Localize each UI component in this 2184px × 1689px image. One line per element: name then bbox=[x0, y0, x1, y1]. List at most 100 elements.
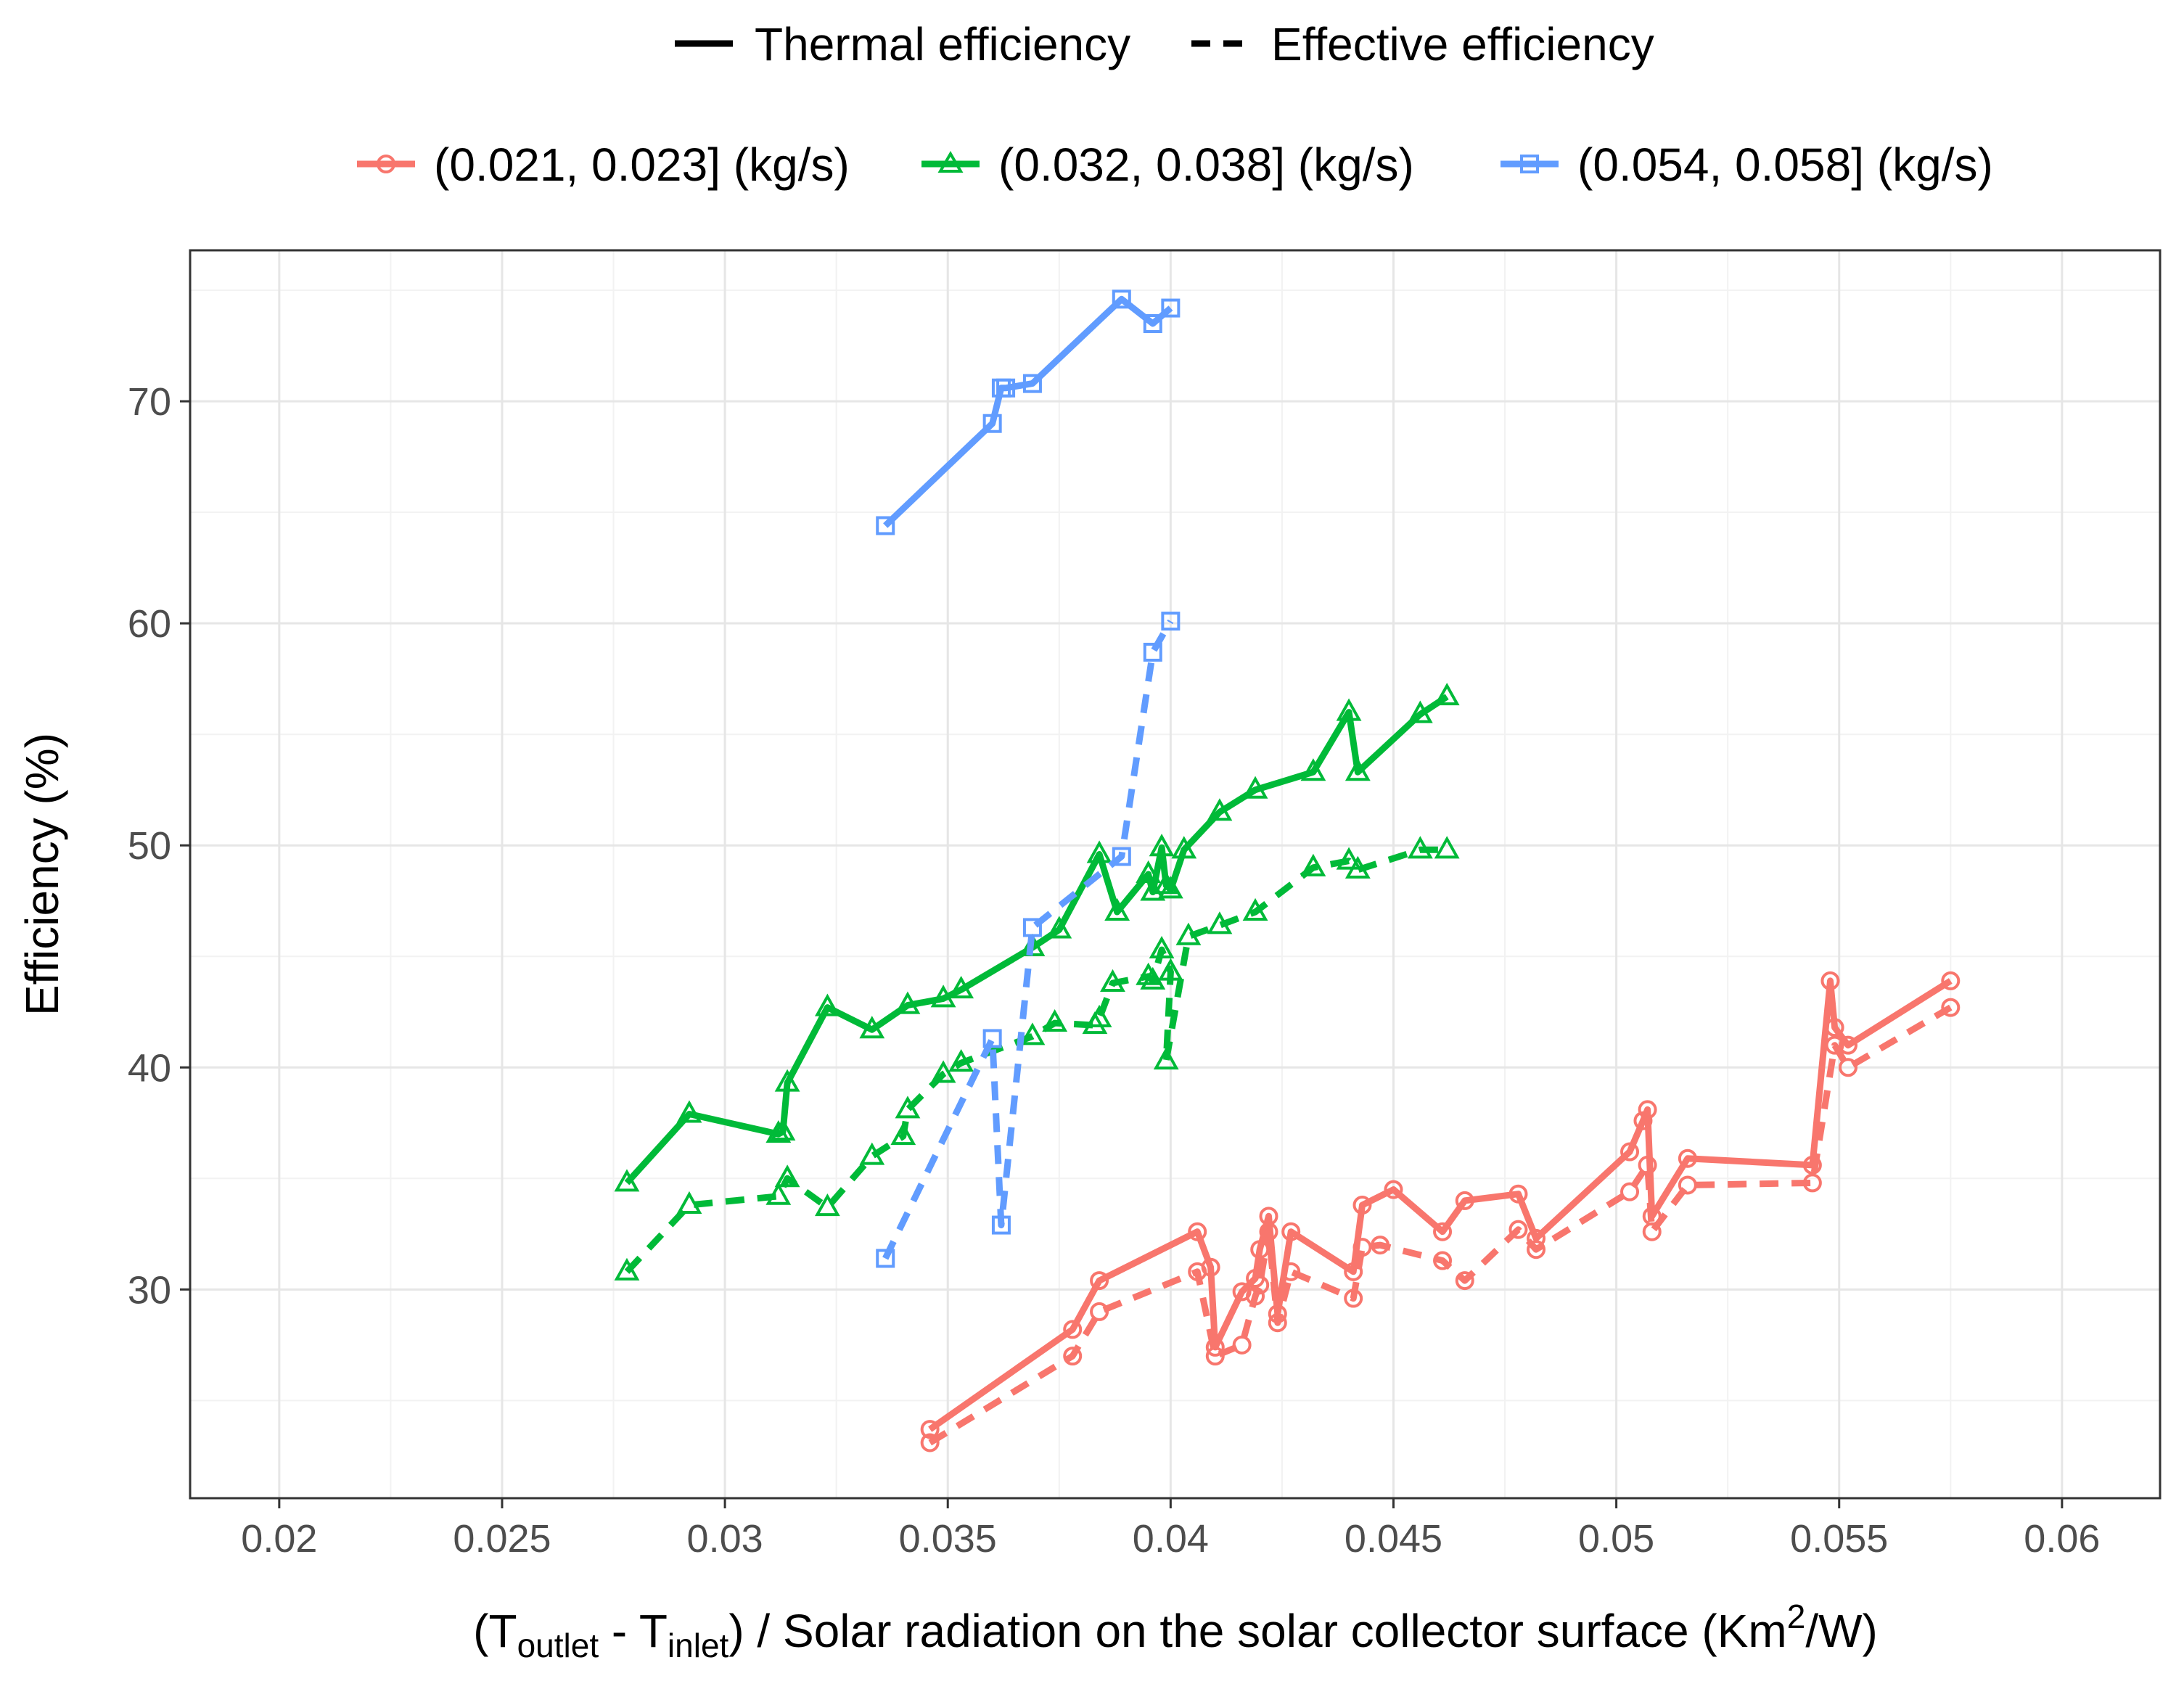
x-tick-label: 0.05 bbox=[1578, 1517, 1654, 1561]
data-point bbox=[1149, 834, 1175, 857]
series-2 bbox=[614, 683, 1460, 1192]
data-point bbox=[814, 993, 840, 1016]
data-point bbox=[765, 1119, 792, 1143]
data-point bbox=[1508, 1220, 1528, 1239]
data-point bbox=[1352, 1238, 1372, 1257]
data-point bbox=[1086, 1004, 1112, 1027]
data-point bbox=[876, 1249, 895, 1268]
data-point bbox=[1188, 1262, 1207, 1281]
data-point bbox=[1046, 916, 1072, 939]
data-point bbox=[1839, 1058, 1858, 1077]
legend-marker-circle bbox=[377, 155, 395, 173]
y-tick-label: 40 bbox=[128, 1046, 171, 1090]
data-point bbox=[1527, 1240, 1546, 1259]
legend-item-mid-flow: (0.032, 0.038] (kg/s) bbox=[921, 139, 1414, 191]
data-point bbox=[1157, 876, 1183, 899]
data-point bbox=[1104, 897, 1130, 921]
data-point bbox=[1246, 1286, 1265, 1306]
x-tick-label: 0.03 bbox=[687, 1517, 763, 1561]
data-point bbox=[1433, 1222, 1453, 1241]
series-4 bbox=[876, 289, 1181, 535]
data-point bbox=[1281, 1222, 1301, 1241]
data-point bbox=[1161, 298, 1181, 318]
data-point bbox=[1063, 1347, 1083, 1366]
y-tick-label: 50 bbox=[128, 824, 171, 868]
x-title-prefix: (T bbox=[473, 1605, 517, 1657]
data-point bbox=[895, 991, 921, 1014]
data-point bbox=[1157, 958, 1183, 981]
series-line bbox=[883, 295, 1173, 528]
axis-ticks: 0.02 0.025 0.03 0.035 0.04 0.045 0.05 0.055 0.06… bbox=[128, 380, 2100, 1561]
data-point bbox=[1022, 374, 1042, 393]
data-point bbox=[1508, 1184, 1528, 1204]
data-point bbox=[1207, 798, 1233, 821]
data-point bbox=[1042, 1008, 1068, 1032]
data-point bbox=[814, 1193, 840, 1217]
data-point bbox=[676, 1100, 702, 1123]
data-point bbox=[1455, 1271, 1474, 1291]
data-point bbox=[1250, 1275, 1270, 1295]
data-point bbox=[1941, 998, 1961, 1017]
data-point bbox=[1149, 935, 1175, 959]
data-point bbox=[948, 976, 974, 999]
data-point bbox=[1352, 1196, 1372, 1215]
legend-marker-triangle bbox=[937, 151, 964, 173]
data-point bbox=[1336, 847, 1362, 870]
data-point bbox=[1825, 1035, 1844, 1055]
data-point bbox=[1281, 1262, 1301, 1281]
legend-label-high-flow: (0.054, 0.058] (kg/s) bbox=[1577, 139, 1993, 191]
x-title-mid: - T bbox=[599, 1605, 668, 1657]
legend-label-mid-flow: (0.032, 0.038] (kg/s) bbox=[998, 139, 1414, 191]
data-point bbox=[1638, 1155, 1657, 1175]
data-point bbox=[991, 1215, 1011, 1235]
data-point bbox=[1207, 911, 1233, 934]
legend-groups: (0.021, 0.023] (kg/s) (0.032, 0.038] (kg… bbox=[357, 139, 1993, 191]
data-point bbox=[614, 1257, 640, 1281]
data-point bbox=[765, 1182, 792, 1205]
legend-label-thermal: Thermal efficiency bbox=[755, 18, 1130, 70]
data-point bbox=[1232, 1335, 1252, 1355]
data-point bbox=[1802, 1155, 1822, 1175]
y-axis-title: Efficiency (%) bbox=[16, 733, 68, 1016]
legend-linetype: Thermal efficiency Effective efficiency bbox=[675, 18, 1654, 70]
data-point bbox=[1205, 1347, 1225, 1366]
x-title-suffix: /W) bbox=[1805, 1605, 1878, 1657]
data-point bbox=[1820, 971, 1840, 990]
series-line bbox=[928, 1004, 1953, 1446]
data-point bbox=[1371, 1236, 1390, 1255]
data-point bbox=[1143, 313, 1162, 333]
data-point bbox=[1802, 1173, 1822, 1193]
data-point bbox=[1100, 969, 1125, 992]
data-point bbox=[920, 1420, 940, 1439]
x-title-sup: 2 bbox=[1787, 1598, 1806, 1635]
data-point bbox=[1242, 776, 1268, 799]
data-point bbox=[930, 985, 956, 1008]
series-line bbox=[928, 977, 1953, 1432]
series-line bbox=[624, 846, 1448, 1274]
data-point bbox=[1407, 700, 1433, 723]
data-point bbox=[1642, 1222, 1662, 1241]
legend-label-effective: Effective efficiency bbox=[1271, 18, 1654, 70]
legend-item-high-flow: (0.054, 0.058] (kg/s) bbox=[1501, 139, 1993, 191]
data-point bbox=[920, 1433, 940, 1452]
series-layer bbox=[614, 289, 1961, 1452]
data-point bbox=[1300, 758, 1326, 781]
data-point bbox=[1344, 1289, 1363, 1308]
data-point bbox=[614, 1169, 640, 1192]
data-point bbox=[676, 1191, 702, 1215]
series-1 bbox=[920, 998, 1961, 1452]
x-title-sub-outlet: outlet bbox=[517, 1627, 599, 1664]
x-tick-label: 0.06 bbox=[2024, 1517, 2100, 1561]
data-point bbox=[1941, 971, 1961, 990]
plot-panel bbox=[189, 249, 2162, 1500]
legend-marker-square bbox=[1520, 155, 1539, 173]
data-point bbox=[1384, 1180, 1403, 1199]
data-point bbox=[1136, 962, 1162, 985]
data-point bbox=[1112, 847, 1131, 866]
data-point bbox=[1825, 1018, 1844, 1037]
data-point bbox=[1268, 1313, 1287, 1333]
series-line bbox=[624, 694, 1449, 1185]
data-point bbox=[1175, 922, 1202, 945]
y-tick-label: 70 bbox=[128, 380, 171, 424]
data-point bbox=[1140, 966, 1166, 990]
